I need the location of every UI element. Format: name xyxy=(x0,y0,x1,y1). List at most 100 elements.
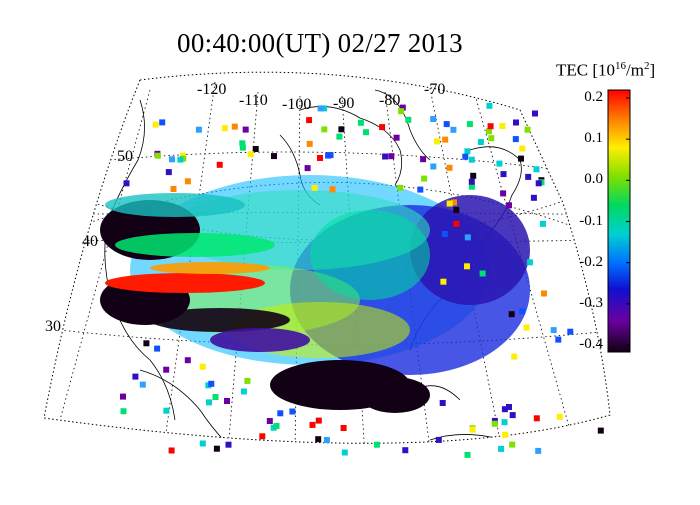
tec-cell xyxy=(306,140,313,147)
tec-cell xyxy=(533,415,540,422)
tec-cell xyxy=(184,357,191,364)
colorbar-label: TEC [10 xyxy=(556,60,616,80)
tec-cell xyxy=(271,153,277,160)
tec-cell xyxy=(309,421,316,428)
tec-cell xyxy=(163,407,170,414)
tec-cell xyxy=(338,126,345,133)
tec-cell xyxy=(373,441,380,448)
grid-line xyxy=(294,95,301,444)
tec-cell xyxy=(498,445,505,452)
tec-cell xyxy=(453,207,460,213)
tec-cell xyxy=(195,126,202,133)
tec-cell xyxy=(434,138,440,145)
tec-cell xyxy=(139,381,146,388)
tec-cell xyxy=(440,278,447,285)
tec-cell xyxy=(152,121,159,128)
tec-cell xyxy=(464,234,471,241)
tec-cell xyxy=(273,423,280,429)
tec-cell xyxy=(506,404,512,410)
tec-cell xyxy=(519,145,526,152)
tec-cell xyxy=(266,418,273,424)
tec-cell xyxy=(506,202,512,209)
tec-cell xyxy=(177,156,184,163)
longitude-label: -70 xyxy=(424,81,446,98)
tec-cell xyxy=(442,136,449,143)
tec-cell xyxy=(597,427,604,434)
tec-cell xyxy=(486,102,493,109)
tec-cell xyxy=(340,425,347,431)
tec-cell xyxy=(533,166,540,173)
tec-cell xyxy=(247,151,254,158)
tec-cell xyxy=(451,199,457,206)
tec-cell xyxy=(450,126,457,133)
tec-cell xyxy=(541,290,547,297)
tec-cell xyxy=(509,412,516,419)
tec-field xyxy=(100,175,530,413)
tec-cell xyxy=(163,366,170,373)
tec-cell xyxy=(501,419,508,426)
tec-cell xyxy=(277,410,284,417)
tec-cell xyxy=(513,119,519,126)
tec-cell xyxy=(523,324,530,331)
tec-cell xyxy=(341,449,348,456)
colorbar-tick-label: 0.0 xyxy=(584,171,603,188)
tec-cell xyxy=(213,445,220,452)
tec-cell xyxy=(216,161,223,168)
tec-cell xyxy=(143,340,150,347)
tec-cell xyxy=(231,123,238,130)
tec-cell xyxy=(509,441,516,448)
tec-cell xyxy=(466,121,473,128)
tec-cell xyxy=(462,153,469,160)
tec-cell xyxy=(289,408,296,415)
tec-cell xyxy=(170,186,177,192)
tec-cell xyxy=(321,126,328,133)
tec-cell xyxy=(336,133,343,140)
tec-cell xyxy=(321,105,328,112)
grid-line xyxy=(429,87,501,441)
tec-cell xyxy=(511,353,518,360)
latitude-label: 50 xyxy=(117,148,133,165)
tec-cell xyxy=(470,172,477,179)
tec-cell xyxy=(169,156,175,163)
tec-cell xyxy=(325,152,332,159)
latitude-label: 30 xyxy=(45,318,61,335)
tec-cell xyxy=(402,447,409,454)
latitude-label: 40 xyxy=(82,233,98,250)
longitude-label: -90 xyxy=(333,95,355,112)
tec-cell xyxy=(239,140,246,147)
tec-cell xyxy=(311,184,318,191)
tec-cell xyxy=(430,116,437,122)
tec-cell xyxy=(524,126,531,133)
grid-line xyxy=(341,95,366,444)
tec-cell xyxy=(479,270,486,277)
tec-cell xyxy=(397,184,404,191)
tec-cell xyxy=(499,123,506,129)
tec-cell xyxy=(224,398,230,404)
tec-cell xyxy=(159,119,166,126)
colorbar-tick-label: 0.2 xyxy=(584,89,603,105)
tec-cell xyxy=(539,220,546,227)
tec-measurements xyxy=(120,102,604,458)
tec-cell xyxy=(240,388,247,395)
tec-cell xyxy=(212,394,219,400)
longitude-label: -120 xyxy=(197,81,227,98)
colorbar-tick-label: -0.3 xyxy=(579,294,603,311)
tec-cell xyxy=(567,328,574,335)
tec-cell xyxy=(502,431,509,438)
tec-cell xyxy=(477,139,484,145)
tec-cell xyxy=(323,437,330,443)
tec-cell xyxy=(488,135,495,142)
tec-cell xyxy=(500,171,507,178)
tec-cell xyxy=(208,380,215,387)
tec-cell xyxy=(417,186,424,193)
tec-cell xyxy=(439,400,446,406)
tec-cell xyxy=(304,165,311,172)
tec-cell xyxy=(388,153,395,160)
tec-cell xyxy=(199,440,206,447)
colorbar-ticks xyxy=(626,97,630,346)
tec-cell xyxy=(500,190,507,197)
tec-cell xyxy=(421,175,428,182)
tec-cell xyxy=(430,163,437,170)
tec-cell xyxy=(317,105,324,112)
